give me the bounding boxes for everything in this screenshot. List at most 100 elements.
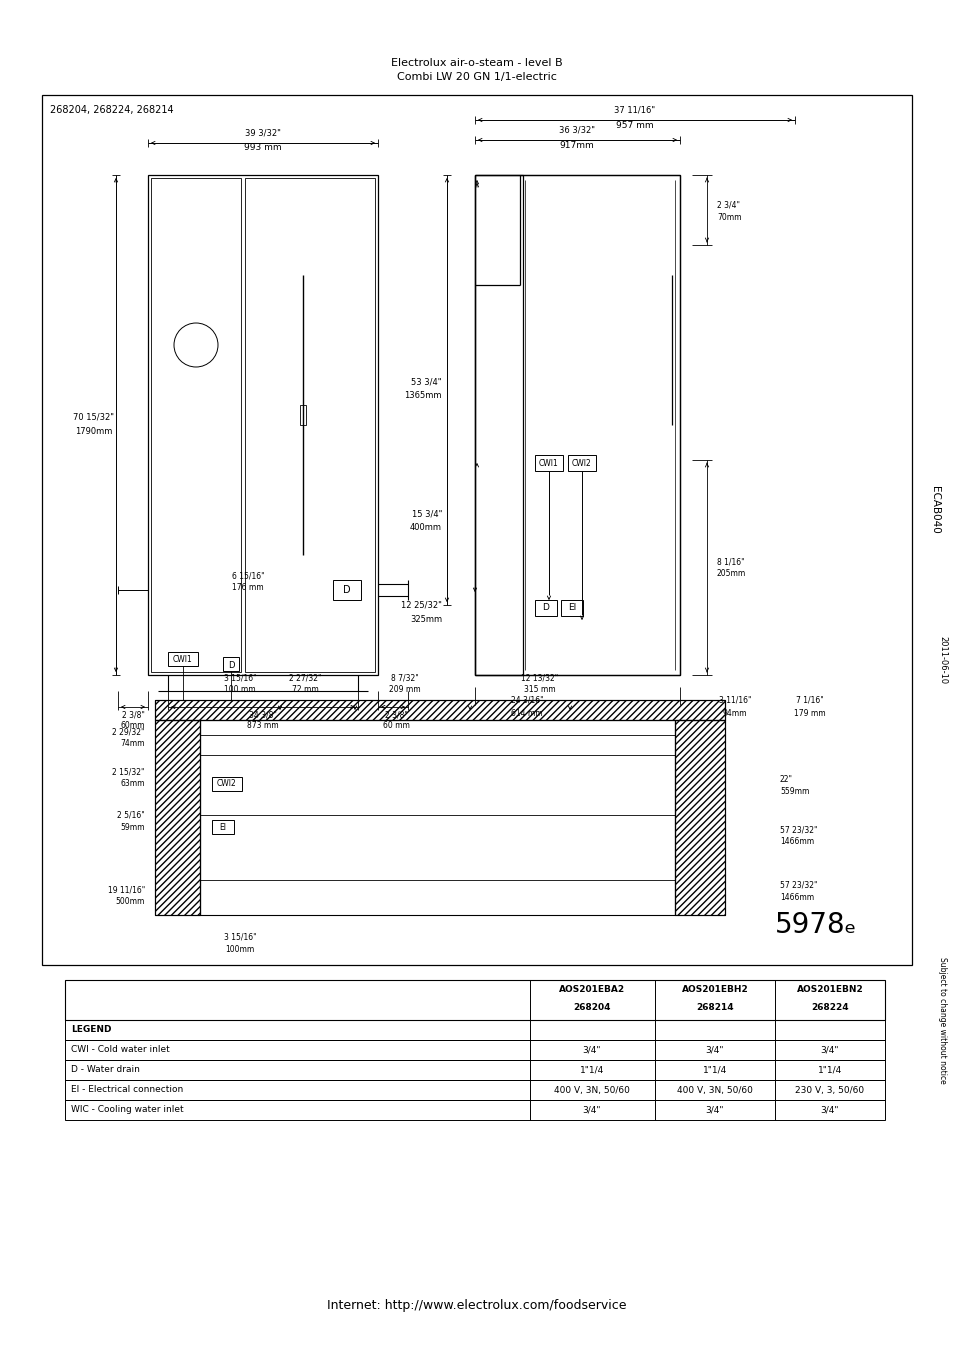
- Text: CWI2: CWI2: [217, 779, 236, 788]
- Text: 268214: 268214: [696, 1003, 733, 1012]
- Text: AOS201EBN2: AOS201EBN2: [796, 986, 862, 995]
- Bar: [223, 657, 239, 671]
- Text: D: D: [542, 603, 549, 613]
- Text: 70mm: 70mm: [717, 212, 740, 221]
- Text: 2 5/16": 2 5/16": [117, 810, 145, 819]
- Text: 7 1/16": 7 1/16": [796, 695, 823, 705]
- Text: 2 27/32": 2 27/32": [289, 674, 321, 683]
- Text: 19 11/16": 19 11/16": [108, 886, 145, 895]
- Bar: [245, 178, 375, 672]
- Bar: [475, 176, 522, 675]
- Text: 53 3/4": 53 3/4": [411, 378, 441, 386]
- Text: 72 mm: 72 mm: [292, 686, 318, 694]
- Text: 8 7/32": 8 7/32": [391, 674, 418, 683]
- Text: 268204: 268204: [573, 1003, 610, 1012]
- Text: 74mm: 74mm: [120, 740, 145, 748]
- Text: D - Water drain: D - Water drain: [71, 1065, 140, 1075]
- Text: 22": 22": [780, 775, 792, 784]
- Text: 3 15/16": 3 15/16": [223, 933, 256, 941]
- Text: 34 3/8": 34 3/8": [249, 710, 276, 720]
- Text: Internet: http://www.electrolux.com/foodservice: Internet: http://www.electrolux.com/food…: [327, 1299, 626, 1311]
- Text: LEGEND: LEGEND: [71, 1026, 112, 1034]
- Text: 993 mm: 993 mm: [244, 143, 281, 153]
- Text: D: D: [343, 585, 351, 595]
- Text: 2011-06-10: 2011-06-10: [938, 636, 946, 684]
- Text: 268224: 268224: [810, 1003, 848, 1012]
- Text: 400mm: 400mm: [410, 524, 441, 532]
- Text: EI: EI: [219, 822, 226, 832]
- Text: 3/4": 3/4": [705, 1106, 723, 1115]
- Bar: [65, 1021, 884, 1040]
- Text: 559mm: 559mm: [780, 787, 808, 796]
- Bar: [212, 778, 242, 791]
- Text: 100mm: 100mm: [225, 945, 254, 953]
- Bar: [675, 720, 724, 915]
- Text: 70 15/32": 70 15/32": [73, 413, 114, 421]
- Text: 873 mm: 873 mm: [247, 721, 278, 730]
- Text: 8 1/16": 8 1/16": [717, 558, 744, 567]
- Bar: [475, 176, 679, 675]
- Text: 59mm: 59mm: [120, 822, 145, 832]
- Text: 24 3/16": 24 3/16": [510, 695, 543, 705]
- Text: 6 15/16": 6 15/16": [232, 571, 264, 580]
- Text: Combi LW 20 GN 1/1-electric: Combi LW 20 GN 1/1-electric: [396, 72, 557, 82]
- Text: 3/4": 3/4": [705, 1045, 723, 1054]
- Text: 400 V, 3N, 50/60: 400 V, 3N, 50/60: [677, 1085, 752, 1095]
- Text: 957 mm: 957 mm: [616, 120, 653, 130]
- Bar: [333, 580, 360, 599]
- Bar: [675, 720, 724, 915]
- Text: 39 3/32": 39 3/32": [245, 128, 280, 138]
- Text: 36 3/32": 36 3/32": [558, 126, 595, 135]
- Text: 3/4": 3/4": [582, 1045, 600, 1054]
- Text: 1"1/4: 1"1/4: [702, 1065, 726, 1075]
- Text: 176 mm: 176 mm: [232, 582, 264, 591]
- Bar: [65, 1100, 884, 1120]
- Bar: [65, 1080, 884, 1100]
- Text: 400 V, 3N, 50/60: 400 V, 3N, 50/60: [554, 1085, 629, 1095]
- Text: 12 25/32": 12 25/32": [400, 601, 441, 609]
- Text: Subject to change without notice: Subject to change without notice: [938, 957, 946, 1083]
- Text: EI: EI: [567, 603, 576, 613]
- Text: 325mm: 325mm: [410, 614, 441, 624]
- Text: 1466mm: 1466mm: [780, 837, 813, 846]
- Text: 2 3/8": 2 3/8": [121, 710, 144, 720]
- Text: CWI2: CWI2: [572, 459, 591, 467]
- Text: 3 11/16": 3 11/16": [718, 695, 750, 705]
- Text: CWI - Cold water inlet: CWI - Cold water inlet: [71, 1045, 170, 1054]
- Text: 315 mm: 315 mm: [523, 686, 556, 694]
- Text: 3/4": 3/4": [820, 1045, 839, 1054]
- Text: 1365mm: 1365mm: [404, 392, 441, 401]
- Bar: [168, 652, 198, 666]
- Text: 1"1/4: 1"1/4: [579, 1065, 603, 1075]
- Text: CWI1: CWI1: [538, 459, 558, 467]
- Text: 37 11/16": 37 11/16": [614, 105, 655, 115]
- Text: 230 V, 3, 50/60: 230 V, 3, 50/60: [795, 1085, 863, 1095]
- Bar: [212, 819, 233, 834]
- Text: 12 13/32": 12 13/32": [521, 674, 558, 683]
- Bar: [65, 980, 884, 1021]
- Text: 2 3/4": 2 3/4": [717, 201, 740, 209]
- Text: 1466mm: 1466mm: [780, 892, 813, 902]
- Text: 5978ₑ: 5978ₑ: [774, 911, 857, 940]
- Bar: [567, 455, 596, 471]
- Bar: [535, 455, 562, 471]
- Text: 2 3/8": 2 3/8": [384, 710, 407, 720]
- Text: WIC - Cooling water inlet: WIC - Cooling water inlet: [71, 1106, 183, 1115]
- Text: 60 mm: 60 mm: [382, 721, 409, 730]
- Text: 2 29/32": 2 29/32": [112, 728, 145, 737]
- Text: 500mm: 500mm: [115, 898, 145, 906]
- Text: 3/4": 3/4": [582, 1106, 600, 1115]
- Text: 917mm: 917mm: [559, 140, 594, 150]
- Text: 179 mm: 179 mm: [793, 709, 825, 717]
- Bar: [560, 599, 582, 616]
- Bar: [154, 701, 724, 720]
- Text: 2 15/32": 2 15/32": [112, 768, 145, 776]
- Text: 3/4": 3/4": [820, 1106, 839, 1115]
- Text: 268204, 268224, 268214: 268204, 268224, 268214: [50, 105, 173, 115]
- Text: 205mm: 205mm: [717, 570, 745, 579]
- Text: ECAB040: ECAB040: [929, 486, 939, 533]
- Text: 57 23/32": 57 23/32": [780, 880, 817, 890]
- Text: 1790mm: 1790mm: [75, 427, 112, 436]
- Bar: [151, 178, 241, 672]
- Text: 94mm: 94mm: [722, 709, 746, 717]
